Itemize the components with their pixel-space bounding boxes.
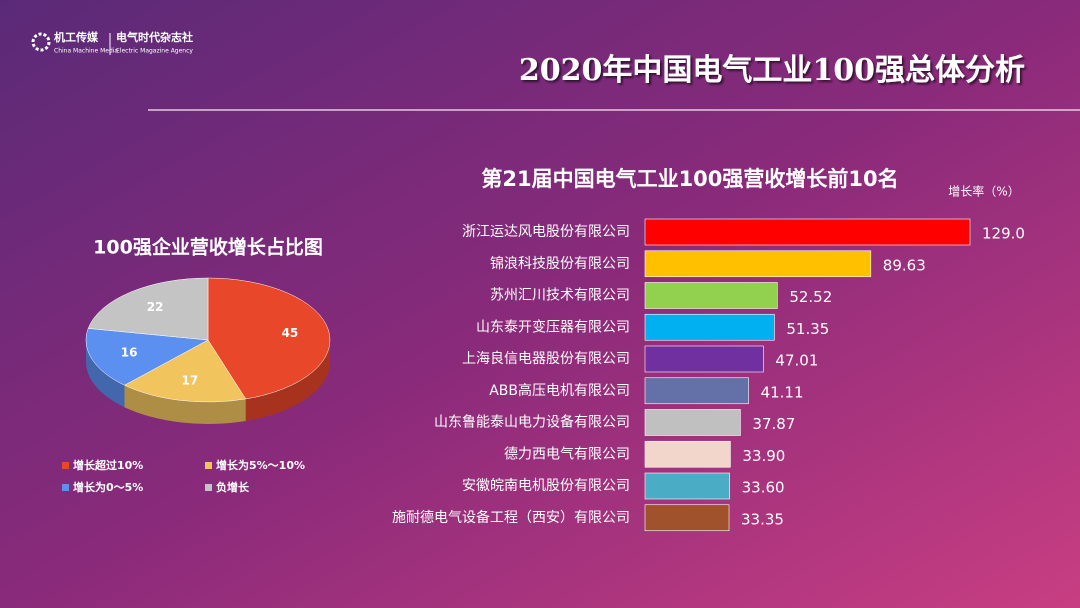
agency-en: Electric Magazine Agency — [116, 48, 193, 55]
value-label: 47.01 — [775, 352, 818, 370]
bar — [644, 282, 778, 309]
category-label: 安徽皖南电机股份有限公司 — [462, 478, 630, 494]
legend-label: 负增长 — [216, 480, 250, 494]
bar — [644, 218, 971, 246]
value-label: 37.87 — [752, 415, 795, 433]
category-label: 施耐德电气设备工程（西安）有限公司 — [392, 509, 630, 526]
charts: 100强企业营收增长占比图 45 17 16 22 增长超过10% 增长为5%～10% 增长为… — [62, 167, 1025, 532]
value-label: 52.52 — [789, 288, 832, 306]
legend-swatch — [205, 462, 212, 469]
legend-label: 增长超过10% — [73, 458, 143, 472]
pie-title: 100强企业营收增长占比图 — [93, 236, 323, 259]
logo-icon — [31, 32, 51, 52]
category-label: ABB高压电机有限公司 — [489, 382, 630, 399]
pie-label: 17 — [182, 374, 199, 388]
category-label: 山东鲁能泰山电力设备有限公司 — [434, 414, 630, 431]
bar — [644, 409, 741, 436]
logo-name-en: China Machine Media — [54, 48, 118, 55]
value-label: 89.63 — [883, 256, 926, 274]
bar — [644, 504, 730, 532]
pie-side — [124, 385, 246, 425]
pie-label: 16 — [121, 346, 138, 360]
bar — [644, 472, 730, 500]
logo: 机工传媒 China Machine Media 电气时代杂志社 Electri… — [31, 30, 193, 55]
legend-swatch — [62, 462, 69, 469]
value-label: 33.60 — [742, 479, 785, 497]
legend-label: 增长为5%～10% — [216, 458, 305, 472]
pie-slice — [207, 277, 331, 400]
category-label: 苏州汇川技术有限公司 — [490, 288, 630, 304]
pie-label: 22 — [147, 300, 164, 314]
legend-label: 增长为0～5% — [73, 480, 143, 494]
pie-label: 45 — [282, 326, 299, 340]
unit-label: 增长率（%） — [948, 184, 1019, 199]
bar — [644, 250, 872, 278]
value-label: 33.90 — [742, 447, 785, 465]
category-label: 山东泰开变压器有限公司 — [476, 319, 630, 335]
value-label: 33.35 — [741, 510, 784, 528]
pie-side — [245, 340, 330, 421]
agency: 电气时代杂志社 — [116, 30, 193, 44]
pie-slice — [123, 339, 247, 403]
pie-slice — [87, 277, 209, 341]
value-label: 41.11 — [761, 383, 804, 401]
value-label: 129.0 — [982, 225, 1025, 243]
slide-title: 2020年中国电气工业100强总体分析 — [519, 53, 1025, 88]
bar — [644, 345, 764, 373]
legend-swatch — [62, 484, 69, 491]
legend-swatch — [205, 484, 212, 491]
category-label: 德力西电气有限公司 — [504, 446, 630, 462]
category-label: 锦浪科技股份有限公司 — [490, 255, 630, 272]
bar — [644, 440, 731, 468]
category-label: 上海良信电器股份有限公司 — [462, 351, 630, 367]
bar — [644, 313, 775, 341]
bar-title: 第21届中国电气工业100强营收增长前10名 — [481, 167, 898, 191]
value-label: 51.35 — [786, 320, 829, 338]
logo-name: 机工传媒 — [54, 30, 99, 44]
bar — [644, 377, 749, 405]
category-label: 浙江运达风电股份有限公司 — [462, 224, 630, 240]
pie-slice — [85, 328, 209, 386]
